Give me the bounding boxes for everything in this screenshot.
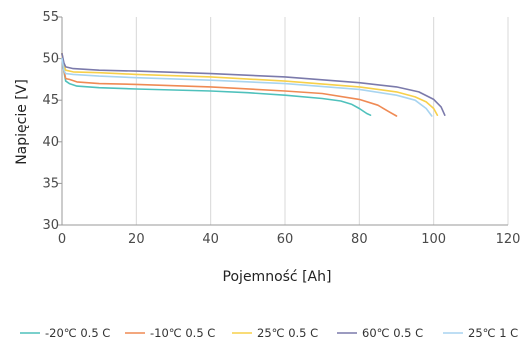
series-line-1: [61, 52, 372, 116]
series-line-2: [61, 52, 398, 117]
legend-label: 25℃ 1 C: [468, 326, 518, 340]
series-line-3: [61, 52, 439, 116]
legend: -20℃ 0.5 C -10℃ 0.5 C 25℃ 0.5 C 60℃ 0.5 C 25…: [20, 326, 518, 340]
y-tick-label: 45: [42, 93, 59, 108]
y-tick-label: 30: [42, 218, 59, 233]
axes: [57, 16, 508, 226]
y-tick-label: 55: [42, 10, 59, 25]
legend-label: 60℃ 0.5 C: [362, 326, 423, 340]
series-lines: [61, 52, 446, 117]
y-axis-title: Napięcie [V]: [14, 79, 30, 165]
x-tick-label: 80: [351, 232, 368, 247]
series-line-5: [61, 57, 433, 117]
x-tick-label: 120: [496, 232, 521, 247]
x-tick-label: 0: [58, 232, 66, 247]
legend-label: -20℃ 0.5 C: [45, 326, 110, 340]
x-tick-label: 100: [421, 232, 446, 247]
y-tick-label: 35: [42, 176, 59, 191]
tick-labels: 30 35 40 45 50 55 0 20 40 60 80 100 120: [42, 10, 520, 247]
x-axis-title: Pojemność [Ah]: [223, 269, 332, 285]
x-tick-label: 20: [128, 232, 145, 247]
y-tick-label: 50: [42, 52, 59, 67]
x-tick-label: 40: [202, 232, 219, 247]
grid: [135, 17, 509, 225]
x-tick-label: 60: [277, 232, 294, 247]
series-line-4: [61, 52, 446, 116]
y-tick-label: 40: [42, 135, 59, 150]
legend-label: 25℃ 0.5 C: [257, 326, 318, 340]
legend-label: -10℃ 0.5 C: [150, 326, 215, 340]
